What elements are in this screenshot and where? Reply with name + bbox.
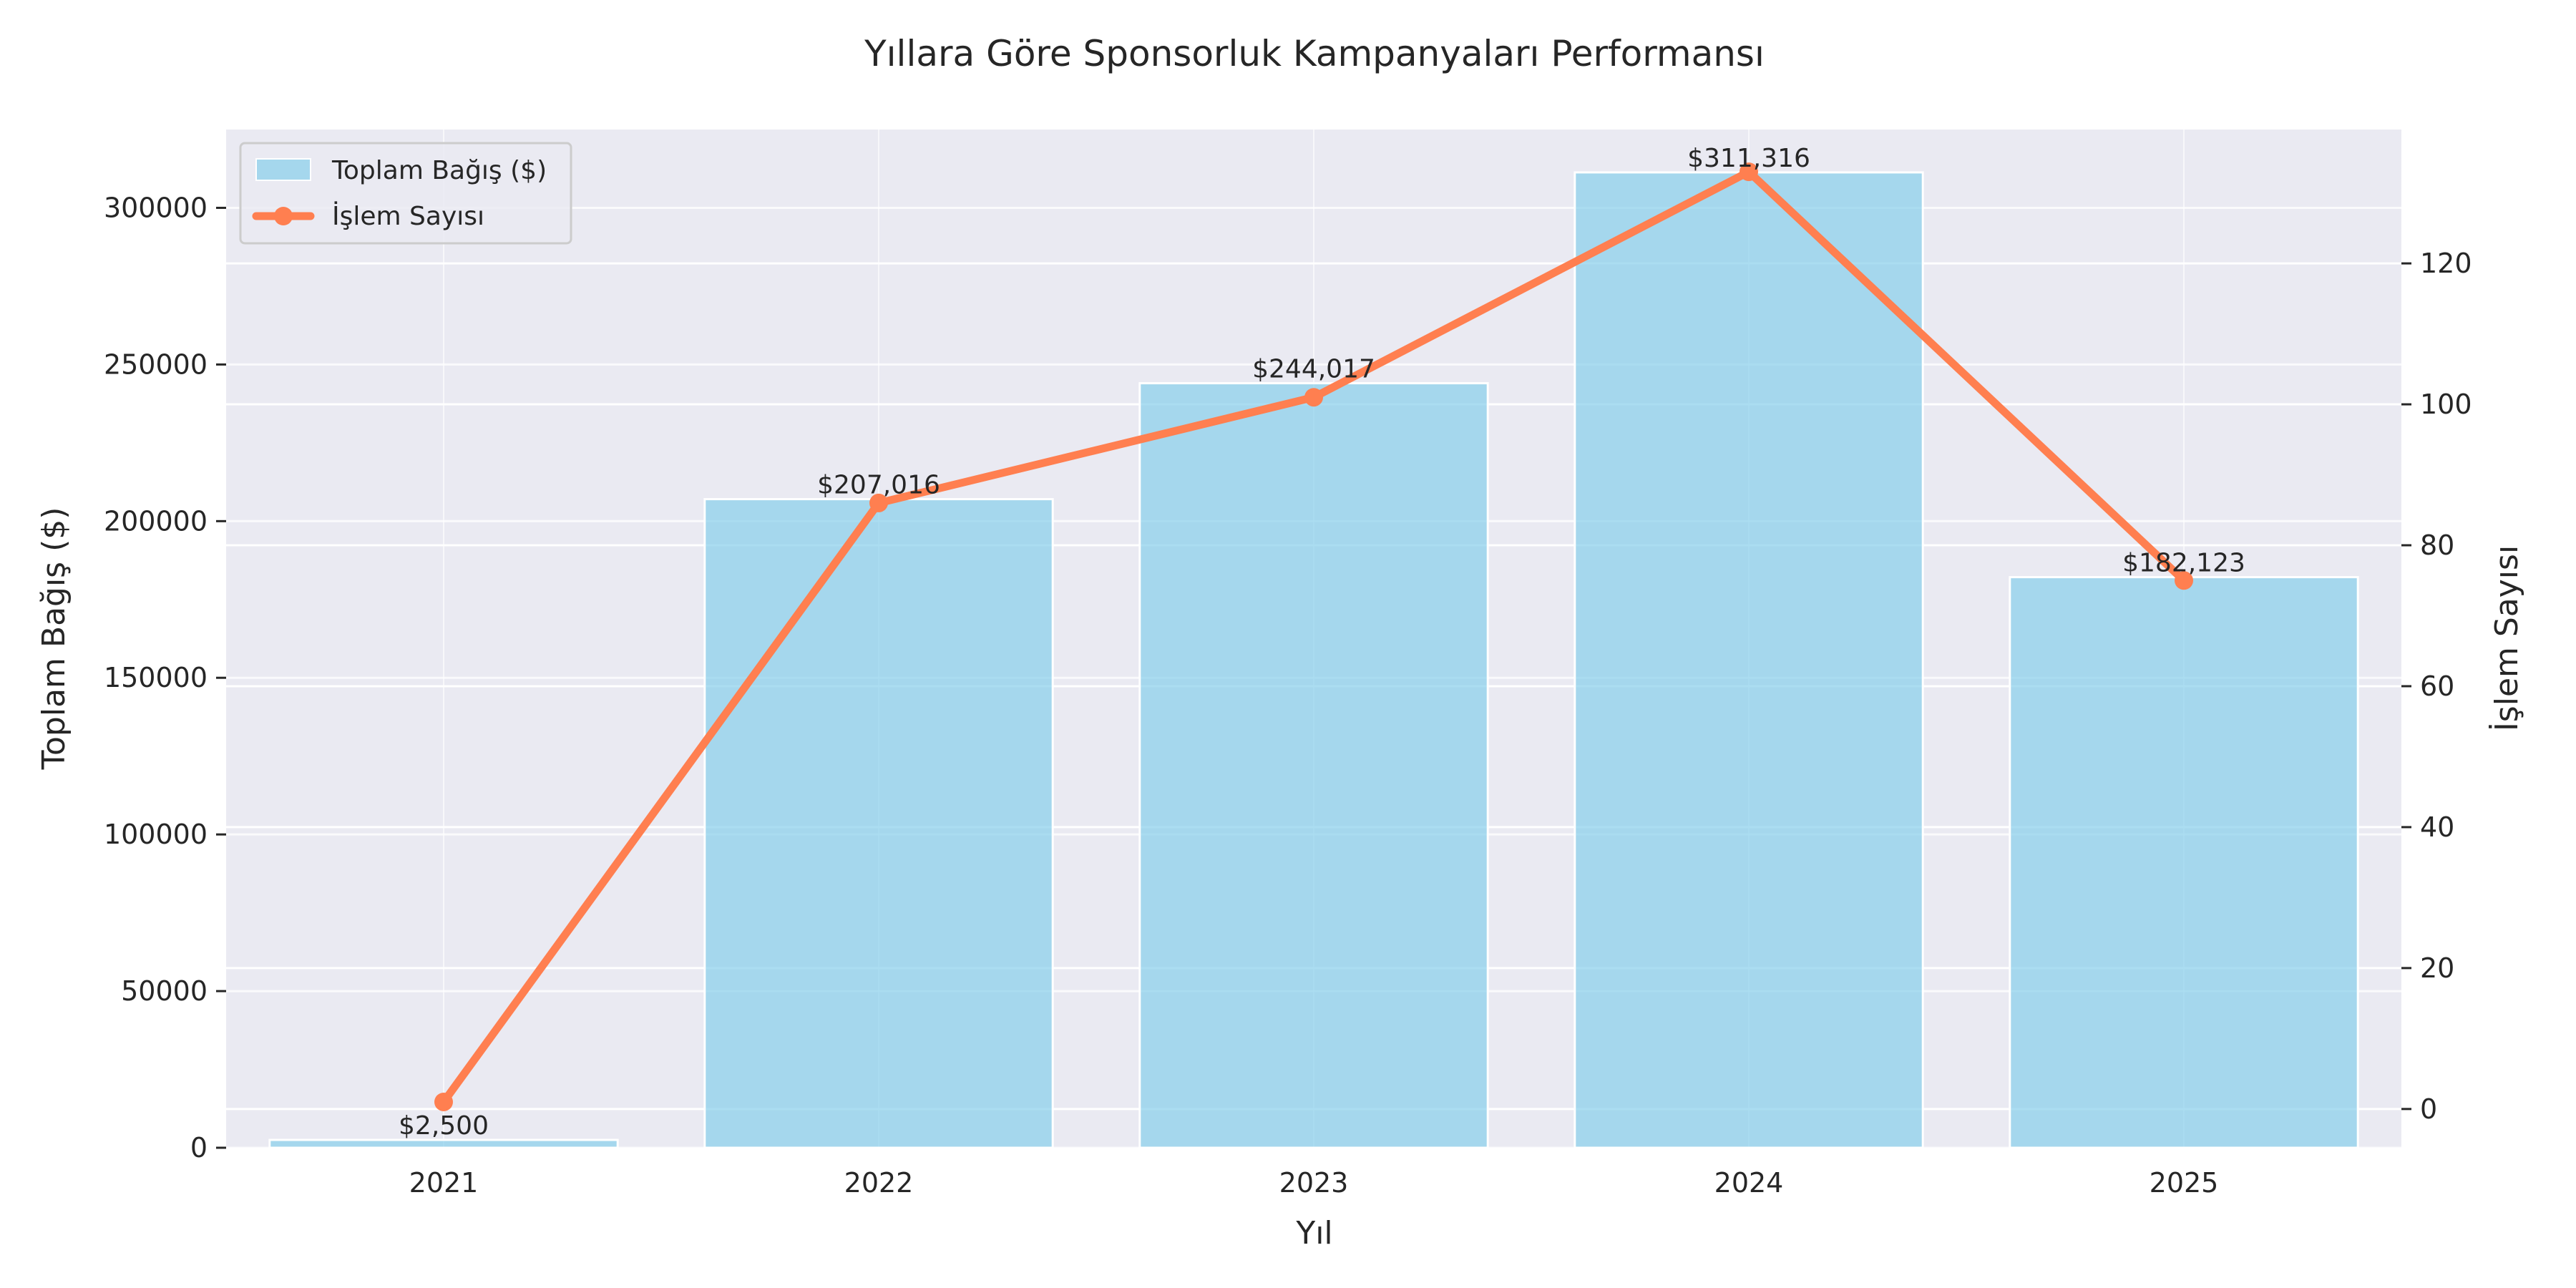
chart-title: Yıllara Göre Sponsorluk Kampanyaları Per… <box>864 33 1765 74</box>
y-tick-label-left: 50000 <box>121 975 208 1007</box>
legend-label-bar: Toplam Bağış ($) <box>331 156 547 185</box>
y-tick-label-right: 60 <box>2420 670 2454 702</box>
y-tick-label-left: 300000 <box>104 192 208 223</box>
x-tick-label: 2024 <box>1714 1167 1784 1199</box>
y-tick-label-right: 80 <box>2420 530 2454 561</box>
line-point <box>1740 162 1758 182</box>
bar-value-label: $2,500 <box>399 1111 489 1141</box>
x-tick-label: 2022 <box>844 1167 914 1199</box>
y-tick-label-left: 0 <box>190 1132 208 1163</box>
legend-line-marker <box>274 207 293 225</box>
line-point <box>434 1092 453 1111</box>
y-axis-right-title: İşlem Sayısı <box>2488 545 2525 731</box>
bar-value-label: $182,123 <box>2122 549 2245 578</box>
bar <box>703 498 1054 1149</box>
x-tick-label: 2021 <box>409 1167 479 1199</box>
y-tick-label-right: 40 <box>2420 811 2454 843</box>
y-tick-label-right: 120 <box>2420 248 2472 279</box>
bar <box>2009 576 2359 1149</box>
bar <box>1574 171 1924 1149</box>
x-axis-title: Yıl <box>1295 1215 1332 1252</box>
y-tick-label-left: 250000 <box>104 348 208 380</box>
x-tick-label: 2023 <box>1279 1167 1349 1199</box>
legend-bar-swatch <box>255 158 311 181</box>
axes-layer: 0 50000 100000 150000 200000 250000 300000 0 20 4… <box>104 192 2472 1199</box>
bar-value-label: $207,016 <box>817 471 940 500</box>
y-axis-left-title: Toplam Bağış ($) <box>36 507 72 771</box>
y-tick-label-right: 100 <box>2420 389 2472 420</box>
bars-layer <box>268 171 2359 1149</box>
y-tick-label-left: 200000 <box>104 505 208 537</box>
bar <box>1138 382 1489 1149</box>
x-tick-label: 2025 <box>2150 1167 2219 1199</box>
y-tick-label-left: 100000 <box>104 819 208 850</box>
bar-value-label: $244,017 <box>1252 355 1375 384</box>
y-tick-label-left: 150000 <box>104 662 208 693</box>
legend: Toplam Bağış ($) İşlem Sayısı <box>239 142 572 245</box>
line-point <box>869 493 888 512</box>
line-point <box>1304 388 1323 407</box>
line-layer <box>434 162 2193 1111</box>
legend-box <box>239 142 572 245</box>
bar-value-label: $311,316 <box>1687 144 1810 173</box>
data-labels-layer: $2,500 $207,016 $244,017 $311,316 $182,123 <box>399 144 2245 1141</box>
bar <box>268 1138 619 1149</box>
legend-label-line: İşlem Sayısı <box>332 201 484 231</box>
line-point <box>2175 571 2193 590</box>
y-tick-label-right: 20 <box>2420 952 2454 984</box>
y-tick-label-right: 0 <box>2420 1093 2437 1125</box>
